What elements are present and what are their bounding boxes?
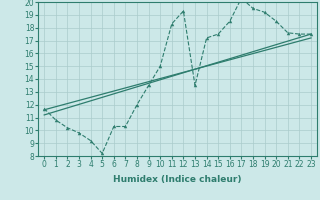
X-axis label: Humidex (Indice chaleur): Humidex (Indice chaleur) bbox=[113, 175, 242, 184]
